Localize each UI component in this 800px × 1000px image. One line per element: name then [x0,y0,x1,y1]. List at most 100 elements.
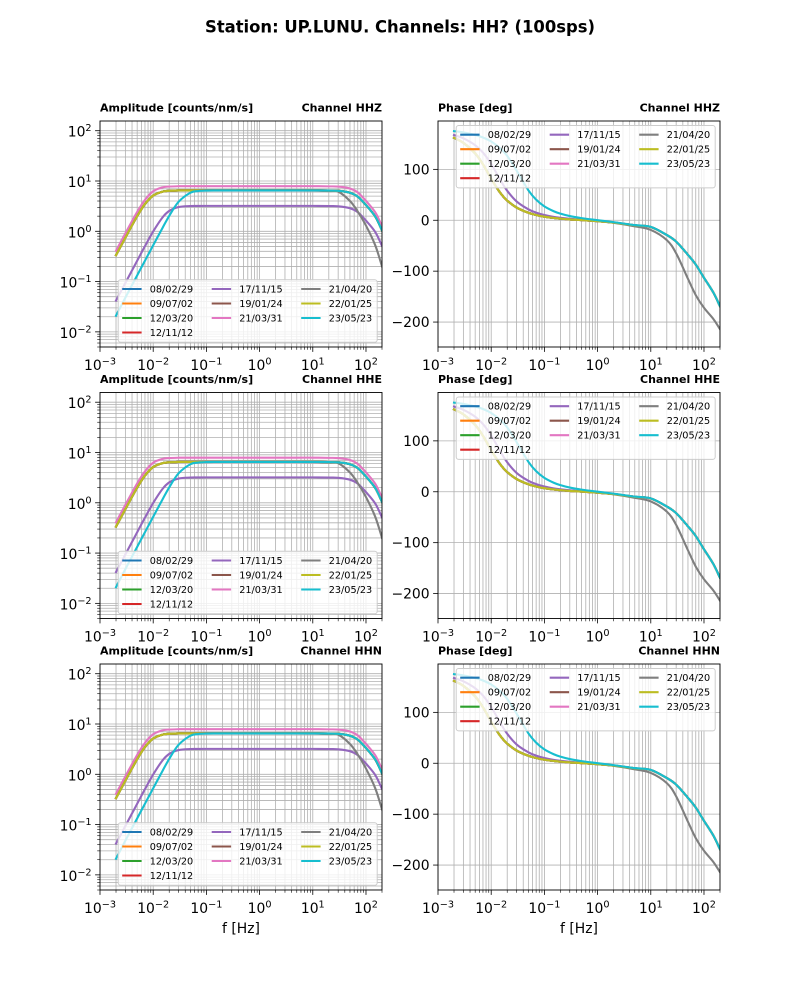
legend-entry: 21/03/31 [549,159,621,170]
x-tick-label-exponent: −2 [493,900,507,911]
legend-label: 12/11/12 [488,445,532,456]
y-tick-label-exponent: −1 [77,817,91,828]
legend-label: 19/01/24 [239,571,283,582]
legend-label: 22/01/25 [329,571,373,582]
x-tick-label: 10−2 [137,900,169,918]
legend-entry: 12/11/12 [460,445,531,456]
legend-label: 17/11/15 [577,673,621,684]
x-tick-label: 10−1 [190,357,222,375]
legend-entry: 23/05/23 [301,585,372,596]
x-tick-label-exponent: 2 [710,357,716,368]
x-tick-label-base: 10 [248,358,266,374]
y-tick-label: 10−2 [60,324,92,342]
legend-entry: 19/01/24 [549,416,621,427]
x-tick-label: 10−1 [190,628,222,646]
y-tick-label-exponent: 0 [85,767,91,778]
legend-box [117,550,378,615]
axes-frame [99,663,383,891]
legend-entry: 12/11/12 [460,174,531,185]
x-tick-label: 10−1 [528,357,560,375]
legend-entry: 09/07/02 [460,688,531,699]
legend-entry: 21/04/20 [301,556,372,567]
legend-entry: 21/03/31 [211,585,283,596]
x-tick-label: 101 [301,628,325,646]
x-tick-label-exponent: −2 [155,357,169,368]
axes-frame [437,120,721,348]
legend-label: 22/01/25 [667,145,711,156]
axes-frame [437,392,721,619]
x-tick-label: 10−3 [84,900,116,918]
legend-box [117,279,378,343]
legend-entry: 21/04/20 [301,828,372,839]
ticks [95,130,383,352]
axes-frame [99,392,383,619]
legend-label: 09/07/02 [150,299,194,310]
x-tick-label-exponent: 1 [657,628,663,639]
legend-entry: 08/02/29 [122,828,193,839]
legend-entry: 12/11/12 [460,717,531,728]
x-tick-label-base: 10 [137,901,155,917]
series-line-17-11-15 [114,747,382,845]
y-tick-label: 0 [421,485,430,501]
y-tick-label-exponent: −1 [77,546,91,557]
legend-entry: 17/11/15 [549,402,621,413]
legend-label: 21/04/20 [667,130,711,141]
legend-label: 09/07/02 [488,688,532,699]
legend-label: 08/02/29 [150,828,194,839]
x-tick-label-exponent: 1 [319,628,325,639]
legend-entry: 08/02/29 [122,285,193,296]
legend-entry: 12/03/20 [460,431,531,442]
x-tick-label-exponent: −1 [546,628,560,639]
x-tick-label-exponent: −3 [440,357,454,368]
x-tick-label-exponent: −3 [102,900,116,911]
x-tick-label: 100 [586,900,610,918]
x-tick-label: 10−2 [475,357,507,375]
x-tick-label-base: 10 [639,630,657,646]
legend-entry: 17/11/15 [211,285,283,296]
x-tick-label-exponent: 0 [603,628,609,639]
legend-label: 17/11/15 [239,828,283,839]
legend-label: 22/01/25 [329,842,373,853]
x-tick-label-base: 10 [137,630,155,646]
x-tick-label: 100 [248,357,272,375]
x-tick-label-base: 10 [475,358,493,374]
x-tick-label-base: 10 [354,901,372,917]
x-tick-label: 10−2 [475,900,507,918]
x-tick-label: 100 [248,628,272,646]
legend-entry: 17/11/15 [549,673,621,684]
y-tick-label: 10−1 [60,817,92,835]
legend-label: 08/02/29 [488,130,532,141]
x-tick-label: 100 [248,900,272,918]
y-tick-label-exponent: 2 [85,395,91,406]
x-tick-label-base: 10 [639,901,657,917]
x-tick-label-base: 10 [422,630,440,646]
legend-entry: 09/07/02 [460,145,531,156]
legend-entry: 12/03/20 [122,585,193,596]
legend-label: 23/05/23 [329,585,373,596]
x-tick-label-base: 10 [639,358,657,374]
y-tick-label: 10−2 [60,867,92,885]
y-tick-label-exponent: 2 [85,123,91,134]
x-tick-label-base: 10 [190,901,208,917]
legend-box [455,125,716,189]
y-tick-label-base: 10 [68,497,86,513]
legend-box [455,396,716,460]
x-tick-label: 101 [301,900,325,918]
legend-entry: 12/03/20 [122,314,193,325]
x-tick-label-exponent: 2 [372,900,378,911]
legend-entry: 08/02/29 [122,556,193,567]
panel-title-left: Phase [deg] [438,645,512,658]
x-tick-label-exponent: 2 [710,900,716,911]
legend: 08/02/29 09/07/02 12/03/20 12/11/12 17/11/15… [117,550,378,615]
x-tick-label-base: 10 [586,358,604,374]
x-tick-label-exponent: −1 [208,357,222,368]
legend-label: 21/03/31 [239,314,283,325]
x-tick-label: 101 [639,357,663,375]
legend-entry: 12/03/20 [122,857,193,868]
legend-entry: 09/07/02 [122,842,193,853]
legend-entry: 09/07/02 [460,416,531,427]
x-tick-label-base: 10 [528,630,546,646]
y-tick-label-base: 10 [68,225,86,241]
